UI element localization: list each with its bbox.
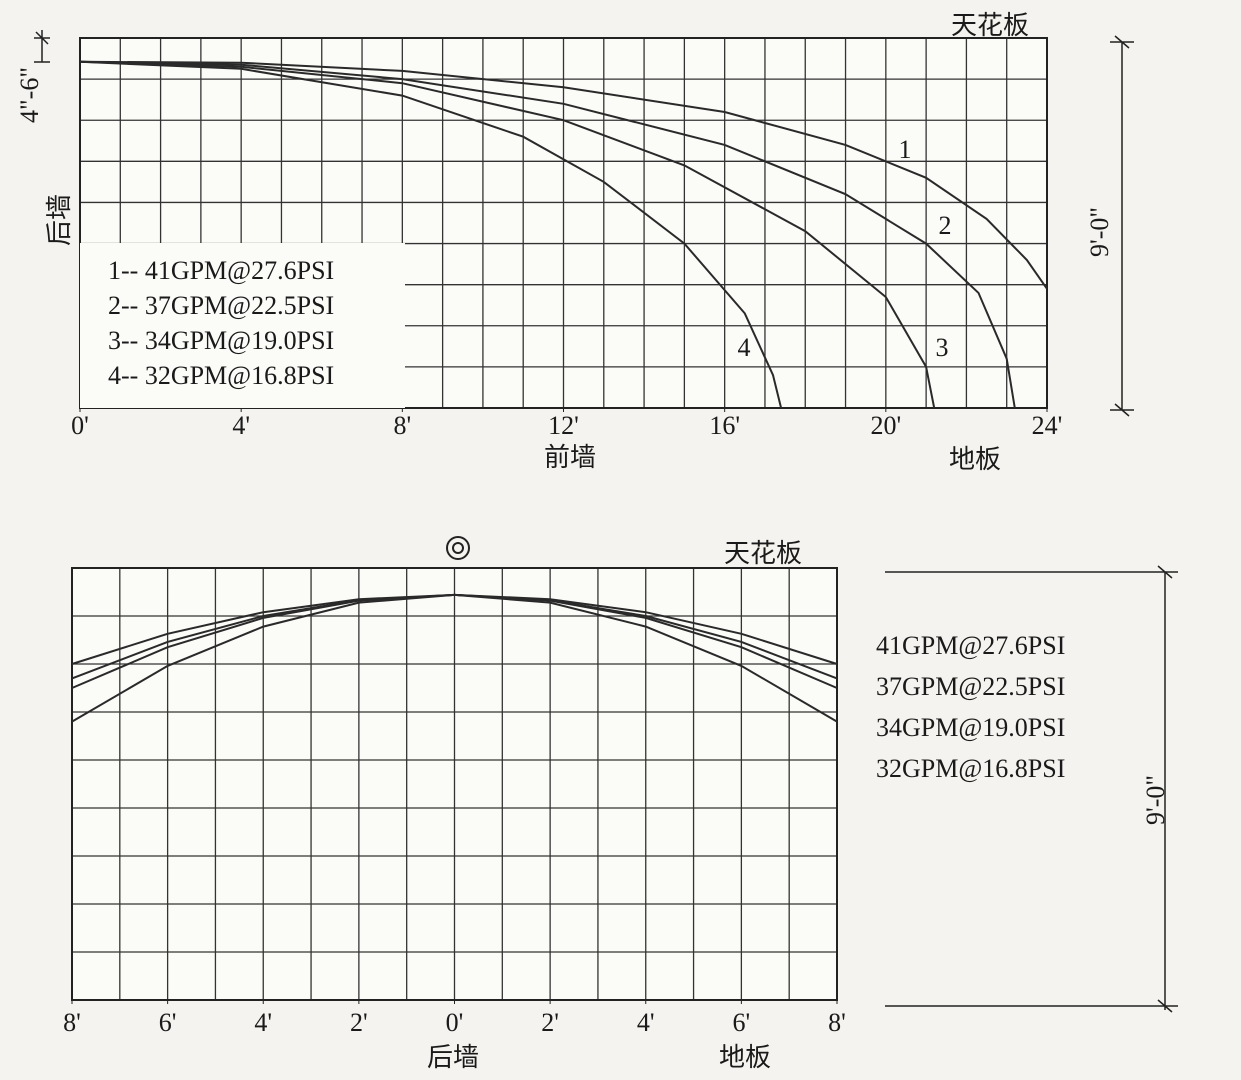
annotation: 9'-0" [1141, 775, 1170, 825]
legend-box [80, 243, 405, 408]
legend-entry: 41GPM@27.6PSI [876, 631, 1065, 660]
legend-entry: 2-- 37GPM@22.5PSI [108, 291, 334, 320]
x-tick-label: 6' [733, 1008, 751, 1037]
series-line [79, 60, 936, 409]
annotation: 4"-6" [15, 67, 44, 123]
x-tick-label: 8' [63, 1008, 81, 1037]
x-tick-label: 12' [548, 411, 579, 440]
x-tick-label: 24' [1032, 411, 1063, 440]
x-tick-label: 16' [709, 411, 740, 440]
dimension-lines [34, 30, 1178, 1013]
x-tick-label: 4' [232, 411, 250, 440]
x-tick-label: 0' [71, 411, 89, 440]
annotation: 1 [899, 135, 912, 164]
legend-entry: 1-- 41GPM@27.6PSI [108, 256, 334, 285]
annotation: 4 [738, 333, 751, 362]
annotation: 2 [939, 211, 952, 240]
x-tick-label: 4' [637, 1008, 655, 1037]
annotation: 天花板 [951, 11, 1029, 40]
series-line [79, 60, 1016, 409]
x-tick-label: 8' [828, 1008, 846, 1037]
nozzle-icon [446, 536, 470, 560]
x-tick-label: 6' [159, 1008, 177, 1037]
x-tick-label: 0' [446, 1008, 464, 1037]
x-tick-label: 2' [541, 1008, 559, 1037]
legend-entry: 4-- 32GPM@16.8PSI [108, 361, 334, 390]
series-line [79, 60, 1048, 290]
chart: 8' 6' 4' 2' 0' 2' 4' 6' 8' 41GPM@27.6PSI 37GPM@22.… [63, 539, 1170, 1072]
annotation: 地板 [949, 445, 1001, 474]
annotation: 前墙 [544, 443, 596, 472]
chart: 0' 4' 8' 12' 16' 20' 24' 1-- 41GPM@27.6PSI 2-- 3… [15, 11, 1114, 474]
annotation: 地板 [719, 1043, 771, 1072]
legend-entry: 32GPM@16.8PSI [876, 754, 1065, 783]
annotation: 后墙 [45, 194, 74, 246]
annotation: 后墙 [427, 1043, 479, 1072]
x-tick-label: 2' [350, 1008, 368, 1037]
series-line [71, 593, 838, 723]
annotation: 3 [936, 333, 949, 362]
x-tick-label: 8' [393, 411, 411, 440]
x-tick-label: 4' [254, 1008, 272, 1037]
annotation: 天花板 [724, 539, 802, 568]
legend-entry: 3-- 34GPM@19.0PSI [108, 326, 334, 355]
annotation: 9'-0" [1085, 207, 1114, 257]
legend-entry: 34GPM@19.0PSI [876, 713, 1065, 742]
legend-entry: 37GPM@22.5PSI [876, 672, 1065, 701]
series-line [79, 60, 783, 409]
x-tick-label: 20' [870, 411, 901, 440]
